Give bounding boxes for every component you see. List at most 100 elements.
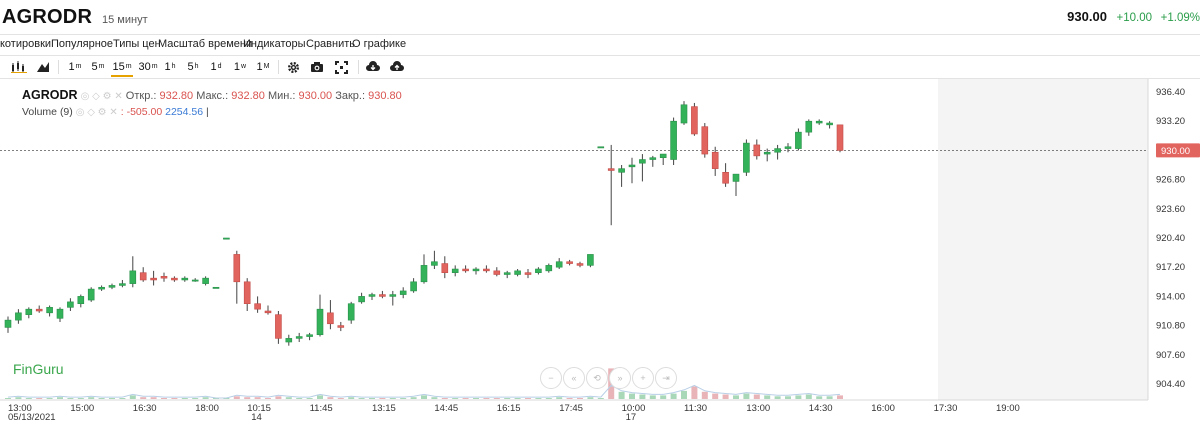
x-tick-label: 13:00 bbox=[746, 403, 770, 414]
volume-bar bbox=[753, 394, 760, 399]
legend-high-value: 932.80 bbox=[231, 90, 265, 102]
candle-body bbox=[181, 277, 189, 281]
candle-body bbox=[327, 312, 334, 325]
fullscreen-icon[interactable] bbox=[333, 59, 349, 75]
candle-body bbox=[545, 265, 553, 272]
volume-bar bbox=[36, 398, 43, 399]
cloud-upload-icon[interactable] bbox=[389, 59, 405, 75]
scroll-right-icon[interactable]: » bbox=[609, 367, 631, 389]
candlestick-chart[interactable]: 936.40 933.20 930.00 926.80 923.60 920.40 917.… bbox=[0, 79, 1200, 424]
x-tick-label: 14:45 bbox=[434, 403, 458, 414]
candles-icon[interactable] bbox=[9, 59, 29, 75]
legend-visibility-icons[interactable]: ◎ ◇ ⚙ ✕ bbox=[80, 91, 123, 102]
candle-body bbox=[524, 272, 532, 275]
menu-item-about-chart[interactable]: О графике bbox=[352, 38, 407, 50]
candle-body bbox=[503, 272, 511, 275]
volume-bar bbox=[514, 398, 521, 399]
menu-item-indicators[interactable]: Индикаторы bbox=[243, 38, 306, 50]
line-chart-icon[interactable] bbox=[34, 59, 52, 75]
volume-bar bbox=[431, 397, 438, 399]
candle-body bbox=[451, 268, 459, 273]
volume-bar bbox=[254, 397, 261, 399]
menu-item-time-scale[interactable]: Масштаб времени bbox=[158, 38, 253, 50]
menu-item-popular[interactable]: Популярное bbox=[51, 38, 114, 50]
volume-bar bbox=[5, 398, 11, 399]
volume-visibility-icons[interactable]: ◎ ◇ ⚙ ✕ bbox=[75, 107, 118, 118]
gear-icon[interactable] bbox=[285, 59, 301, 75]
x-tick-label: 10:00 bbox=[622, 403, 646, 414]
menu-item-quotes[interactable]: котировки bbox=[0, 38, 52, 50]
candle-body bbox=[680, 104, 688, 124]
candle-body bbox=[316, 308, 324, 336]
download-icon[interactable] bbox=[365, 59, 381, 75]
menu-item-compare[interactable]: Сравнить bbox=[306, 38, 356, 50]
candle-body bbox=[566, 261, 573, 264]
candle-body bbox=[722, 172, 729, 184]
volume-bar bbox=[701, 391, 708, 399]
x-tick-label: 15:00 bbox=[70, 403, 94, 414]
toolbar-divider bbox=[278, 60, 279, 74]
volume-bar bbox=[317, 395, 323, 399]
volume-label: Volume (9) bbox=[22, 106, 73, 118]
candle-body bbox=[691, 106, 698, 135]
candle-body bbox=[254, 303, 261, 310]
x-tick-label: 17:45 bbox=[559, 403, 583, 414]
candle-body bbox=[711, 151, 719, 169]
go-end-icon[interactable]: ⇥ bbox=[655, 367, 677, 389]
volume-bar bbox=[639, 394, 646, 399]
candle-body bbox=[555, 261, 563, 268]
toolbar-divider bbox=[58, 60, 59, 74]
menu-item-price-types[interactable]: Типы цен bbox=[113, 38, 161, 50]
scroll-left-icon[interactable]: « bbox=[563, 367, 585, 389]
volume-bar bbox=[15, 397, 22, 399]
zoom-in-icon[interactable]: + bbox=[632, 367, 654, 389]
price-change: +10.00 bbox=[1116, 12, 1153, 24]
legend-close-value: 930.80 bbox=[368, 90, 402, 102]
price-change-percent: +1.09% bbox=[1160, 12, 1200, 24]
volume-bar bbox=[764, 395, 771, 399]
volume-legend: Volume (9) ◎ ◇ ⚙ ✕ : -505.00 2254.56 | bbox=[22, 106, 209, 118]
volume-bar bbox=[244, 397, 251, 399]
candle-body bbox=[462, 268, 469, 272]
volume-value-2: 2254.56 bbox=[165, 106, 204, 118]
x-tick-sublabel: 14 bbox=[251, 412, 262, 423]
volume-bar bbox=[369, 398, 375, 399]
candle-body bbox=[826, 122, 833, 126]
reset-icon[interactable]: ⟲ bbox=[586, 367, 608, 389]
camera-icon[interactable] bbox=[309, 59, 325, 75]
x-tick-label: 14:30 bbox=[809, 403, 833, 414]
volume-value-1: : -505.00 bbox=[120, 106, 163, 118]
x-tick-label: 19:00 bbox=[996, 403, 1020, 414]
y-tick-label: 917.20 bbox=[1156, 262, 1185, 273]
timeframe-15m[interactable]: 15 m bbox=[111, 59, 133, 77]
chart-navigation: − « ⟲ » + ⇥ bbox=[540, 367, 677, 389]
zoom-out-icon[interactable]: − bbox=[540, 367, 562, 389]
y-tick-label: 914.00 bbox=[1156, 291, 1185, 302]
volume-bar bbox=[46, 398, 53, 399]
candle-body bbox=[815, 120, 823, 124]
candle-body bbox=[191, 279, 199, 282]
ticker-symbol: AGRODR bbox=[2, 6, 93, 28]
candle-body bbox=[337, 325, 345, 328]
candle-body bbox=[233, 254, 241, 283]
candle-body bbox=[649, 157, 657, 160]
volume-bar bbox=[379, 398, 386, 399]
volume-bar bbox=[119, 398, 126, 399]
volume-bar bbox=[67, 398, 74, 399]
volume-bar bbox=[681, 390, 687, 399]
candle-body bbox=[753, 144, 761, 157]
volume-bar bbox=[88, 397, 95, 399]
price-tag bbox=[1156, 143, 1200, 158]
volume-bar bbox=[452, 398, 459, 399]
x-tick-label: 10:15 bbox=[247, 403, 271, 414]
timeframe-30m[interactable]: 30 m bbox=[138, 61, 158, 73]
candle-body bbox=[420, 265, 428, 283]
